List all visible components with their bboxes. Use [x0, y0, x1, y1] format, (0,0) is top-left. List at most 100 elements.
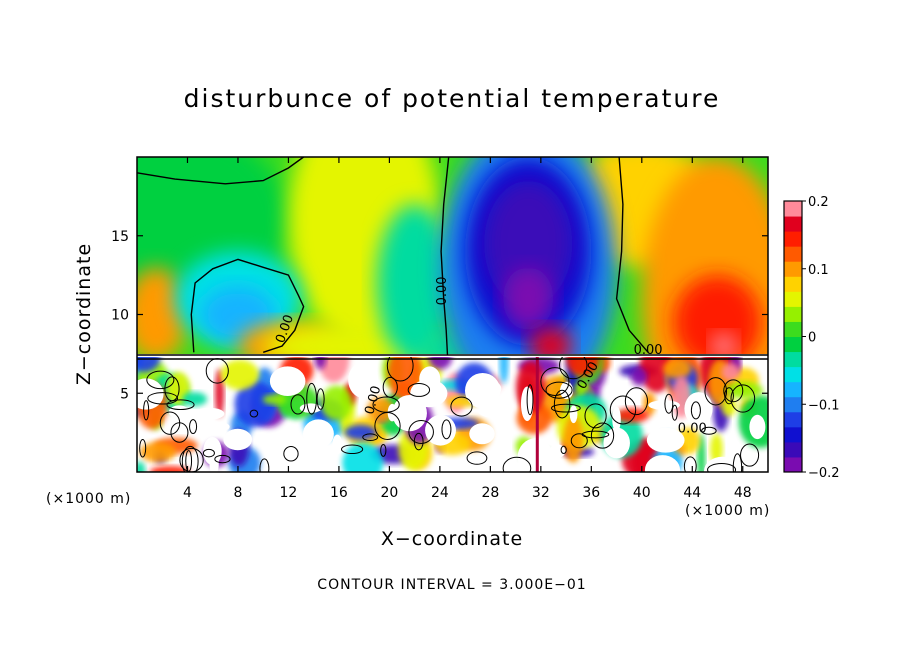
lower-white-26 [209, 451, 219, 472]
lower-contour-51 [166, 399, 195, 411]
lower-patch-66 [643, 391, 656, 417]
lower-contour-50 [704, 377, 728, 406]
lower-white-3 [410, 379, 448, 408]
lower-patch-29 [662, 357, 699, 372]
lower-patch-32 [588, 424, 613, 443]
lower-contour-39 [146, 370, 175, 390]
zero-contour-3 [615, 156, 649, 353]
lower-patch-101 [228, 429, 250, 467]
lower-white-29 [560, 381, 574, 400]
lower-white-8 [137, 378, 164, 410]
plot-frame [136, 156, 769, 473]
lower-contour-45 [386, 357, 414, 382]
upper-blob-4 [673, 275, 762, 354]
contour-lines: 0.00 0.00 0.00 0.00 0.00 0.00 [136, 156, 768, 437]
lower-patch-82 [166, 371, 191, 406]
lower-patch-52 [729, 367, 759, 393]
lower-white-13 [302, 419, 334, 449]
lower-patch-31 [382, 357, 403, 389]
lower-white-12 [194, 407, 225, 420]
lower-patch-9 [437, 417, 480, 430]
lower-white-39 [464, 372, 501, 409]
lower-patch-106 [398, 427, 428, 471]
lower-patch-100 [320, 385, 353, 421]
colorbar-tick-label: 0.1 [808, 263, 829, 278]
lower-patch-86 [600, 413, 643, 458]
lower-contour-6 [306, 382, 317, 415]
lower-patch-84 [344, 424, 377, 440]
lower-patch-4 [705, 357, 733, 405]
lower-patch-93 [220, 359, 260, 390]
lower-patch-30 [282, 378, 305, 399]
lower-contour-33 [170, 422, 189, 443]
lower-contour-59 [584, 403, 607, 429]
lower-contour-56 [181, 445, 199, 472]
lower-patch-67 [573, 357, 603, 385]
lower-patch-50 [137, 461, 146, 472]
lower-patch-83 [376, 408, 387, 422]
lower-patch-42 [154, 449, 167, 463]
lower-white-1 [398, 399, 422, 425]
lower-contour-25 [249, 409, 259, 418]
x-tick-label: 48 [734, 485, 752, 501]
lower-patch-119 [651, 448, 683, 472]
lower-patch-108 [515, 361, 546, 414]
lower-patch-71 [151, 373, 190, 412]
colorbar-swatch [784, 381, 802, 398]
x-tick-label: 16 [330, 485, 348, 501]
lower-patch-59 [565, 393, 607, 428]
lower-patch-74 [671, 442, 686, 458]
lower-patch-23 [697, 433, 706, 472]
upper-blob-8 [200, 286, 276, 343]
lower-patch-18 [521, 447, 552, 464]
colorbar-swatch [784, 216, 802, 232]
lower-contour-31 [559, 357, 588, 380]
lower-patch-22 [562, 431, 580, 458]
lower-patch-89 [665, 367, 691, 390]
lower-contour-29 [185, 450, 193, 472]
lower-patch-57 [595, 357, 611, 373]
upper-blob-1 [288, 157, 440, 346]
lower-contour-57 [540, 367, 570, 396]
lower-contour-4 [159, 411, 181, 435]
lower-contour-22 [382, 376, 398, 398]
lower-white-16 [223, 428, 253, 451]
lower-contour-1 [189, 419, 198, 435]
lower-white-24 [684, 392, 713, 426]
lower-patch-43 [137, 394, 151, 411]
upper-blob-9 [237, 322, 339, 354]
lower-patch-91 [665, 357, 703, 404]
lower-patch-8 [588, 357, 607, 389]
lower-contour-30 [560, 445, 567, 455]
lower-white-20 [206, 421, 230, 432]
colorbar-swatch [784, 396, 802, 413]
lower-white-17 [419, 366, 441, 392]
lower-contour-43 [502, 456, 532, 472]
lower-white-33 [269, 366, 306, 397]
lower-patch-53 [379, 394, 409, 436]
x-tick-label: 12 [280, 485, 298, 501]
upper-blob-17 [529, 327, 573, 354]
lower-contour-20 [671, 404, 678, 421]
x-unit-label-right: (×1000 m) [685, 503, 771, 519]
lower-patch-45 [392, 380, 415, 409]
upper-blob-5 [711, 333, 737, 354]
lower-white-38 [704, 456, 741, 472]
lower-contour-11 [179, 447, 204, 472]
lower-patch-35 [475, 374, 502, 393]
lower-contour-53 [732, 453, 743, 472]
lower-patch-37 [438, 379, 475, 391]
lower-patch-33 [317, 357, 350, 383]
lower-patch-10 [346, 416, 389, 449]
lower-white-0 [332, 434, 343, 455]
lower-patch-47 [713, 395, 729, 432]
lower-patch-78 [435, 439, 446, 453]
lower-white-2 [392, 395, 427, 432]
lower-patch-105 [661, 431, 674, 450]
lower-patch-60 [676, 427, 701, 455]
y-tick-label: 10 [111, 308, 129, 324]
lower-patch-64 [566, 357, 582, 395]
lower-patch-115 [262, 394, 287, 405]
lower-patch-102 [678, 384, 700, 412]
lower-patch-88 [139, 441, 177, 463]
